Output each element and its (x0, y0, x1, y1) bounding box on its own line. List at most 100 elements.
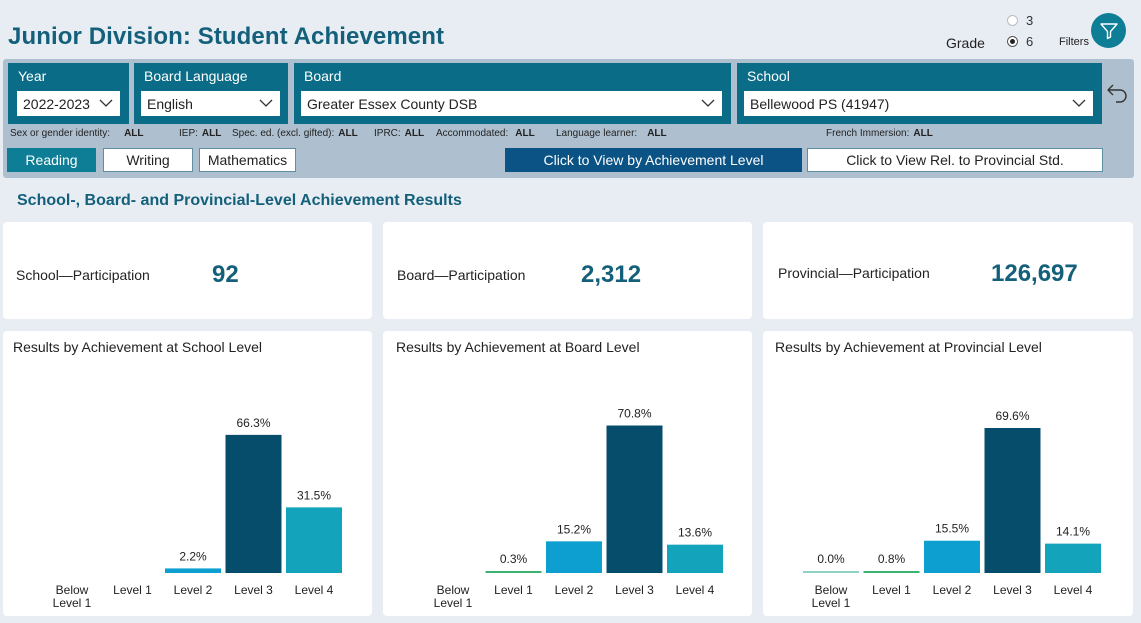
data-label: 31.5% (297, 488, 331, 502)
category-label: Level 3 (993, 583, 1032, 597)
criteria-label: Sex or gender identity: (10, 128, 111, 139)
category-label: Level 2 (555, 583, 594, 597)
category-label: Level 4 (295, 583, 334, 597)
chart-card-board: Results by Achievement at Board Level Be… (383, 331, 752, 616)
grade-option-label: 3 (1026, 13, 1034, 28)
criteria-language-learner: Language learner: ALL (556, 128, 667, 139)
data-label: 70.8% (617, 407, 651, 421)
category-label: Level 1 (53, 596, 92, 610)
criteria-label: French Immersion: (826, 128, 910, 139)
bar-level-4[interactable] (667, 544, 723, 573)
chevron-down-icon (259, 99, 273, 107)
data-label: 15.5% (935, 522, 969, 536)
grade-option-3[interactable]: 3 (1007, 13, 1033, 28)
criteria-label: IPRC: (374, 128, 401, 139)
tab-mathematics[interactable]: Mathematics (199, 148, 296, 172)
funnel-icon (1099, 22, 1118, 39)
bar-level-3[interactable] (225, 434, 282, 573)
category-label: Level 3 (234, 583, 273, 597)
criteria-value: ALL (404, 128, 425, 139)
school-dropdown[interactable]: Bellewood PS (41947) (744, 91, 1093, 116)
data-label: 0.3% (500, 552, 528, 566)
bar-level-3[interactable] (606, 425, 663, 574)
board-language-slicer: Board Language English (134, 63, 288, 124)
chart-title: Results by Achievement at Provincial Lev… (775, 339, 1042, 355)
criteria-value: ALL (338, 128, 358, 139)
category-label: Level 3 (615, 583, 654, 597)
criteria-label: Accommodated: (436, 128, 509, 139)
radio-checked-icon[interactable] (1007, 36, 1018, 47)
grade-selector: Grade 3 6 (946, 13, 1046, 53)
grade-option-6[interactable]: 6 (1007, 34, 1033, 49)
board-dropdown[interactable]: Greater Essex County DSB (301, 91, 722, 116)
bar-level-2[interactable] (924, 540, 980, 573)
chart-title: Results by Achievement at Board Level (396, 339, 640, 355)
bar-level-2[interactable] (546, 541, 602, 573)
chevron-down-icon (99, 99, 113, 107)
bar-level-1[interactable] (485, 571, 542, 573)
chart-title: Results by Achievement at School Level (13, 339, 263, 355)
criteria-value: ALL (515, 128, 535, 139)
section-title: School-, Board- and Provincial-Level Ach… (17, 192, 462, 209)
radio-icon[interactable] (1007, 15, 1018, 26)
kpi-value: 92 (212, 261, 239, 288)
category-label: Level 2 (174, 583, 213, 597)
bar-level-3[interactable] (984, 428, 1041, 573)
bar-below-level-1[interactable] (803, 571, 859, 573)
school-slicer: School Bellewood PS (41947) (737, 63, 1102, 124)
bar-level-4[interactable] (1045, 543, 1101, 573)
filters-button[interactable] (1091, 13, 1126, 48)
category-label: Level 1 (113, 583, 152, 597)
criteria-label: Language learner: (556, 128, 638, 139)
reset-button[interactable] (1104, 78, 1130, 106)
criteria-value: ALL (124, 128, 144, 139)
criteria-iep: IEP: ALL (179, 128, 221, 139)
kpi-value: 126,697 (991, 260, 1078, 287)
category-label: Level 2 (933, 583, 972, 597)
grade-label: Grade (946, 35, 985, 51)
category-label: Level 1 (434, 596, 473, 610)
category-label: Level 4 (1054, 583, 1093, 597)
year-dropdown-value: 2022-2023 (23, 95, 90, 112)
category-label: Below (56, 583, 89, 597)
criteria-value: ALL (201, 128, 222, 139)
category-label: Below (437, 583, 470, 597)
kpi-label: Board—Participation (397, 267, 526, 283)
year-dropdown[interactable]: 2022-2023 (17, 91, 120, 116)
tab-reading[interactable]: Reading (7, 148, 96, 172)
chart-card-school: Results by Achievement at School Level B… (3, 331, 372, 616)
category-label: Level 1 (494, 583, 533, 597)
kpi-card-provincial: Provincial—Participation 126,697 (763, 222, 1133, 319)
grade-option-label: 6 (1026, 34, 1034, 49)
category-label: Level 1 (872, 583, 911, 597)
criteria-french-immersion: French Immersion: ALL (826, 128, 933, 139)
board-language-dropdown[interactable]: English (141, 91, 280, 116)
criteria-spec-ed: Spec. ed. (excl. gifted): ALL (232, 128, 358, 139)
tab-writing[interactable]: Writing (103, 148, 193, 172)
kpi-card-school: School—Participation 92 (3, 222, 372, 319)
data-label: 66.3% (236, 416, 270, 430)
bar-level-1[interactable] (863, 571, 920, 573)
data-label: 14.1% (1056, 525, 1090, 539)
criteria-iprc: IPRC: ALL (374, 128, 424, 139)
view-provincial-standard-button[interactable]: Click to View Rel. to Provincial Std. (807, 148, 1103, 172)
board-dropdown-value: Greater Essex County DSB (307, 95, 478, 112)
year-slicer-title: Year (18, 68, 47, 84)
view-by-achievement-button[interactable]: Click to View by Achievement Level (505, 148, 802, 172)
bar-level-4[interactable] (286, 507, 342, 573)
school-slicer-title: School (747, 68, 790, 84)
bar-level-2[interactable] (165, 568, 221, 573)
criteria-sex-gender: Sex or gender identity: ALL (10, 128, 144, 139)
criteria-label: IEP: (179, 128, 198, 139)
chevron-down-icon (701, 99, 715, 107)
data-label: 0.8% (878, 552, 906, 566)
criteria-label: Spec. ed. (excl. gifted): (232, 128, 335, 139)
chevron-down-icon (1072, 99, 1086, 107)
data-label: 15.2% (557, 522, 591, 536)
kpi-label: Provincial—Participation (778, 265, 930, 281)
chart-card-provincial: Results by Achievement at Provincial Lev… (763, 331, 1133, 616)
page-title: Junior Division: Student Achievement (8, 23, 445, 50)
board-language-slicer-title: Board Language (144, 68, 248, 84)
